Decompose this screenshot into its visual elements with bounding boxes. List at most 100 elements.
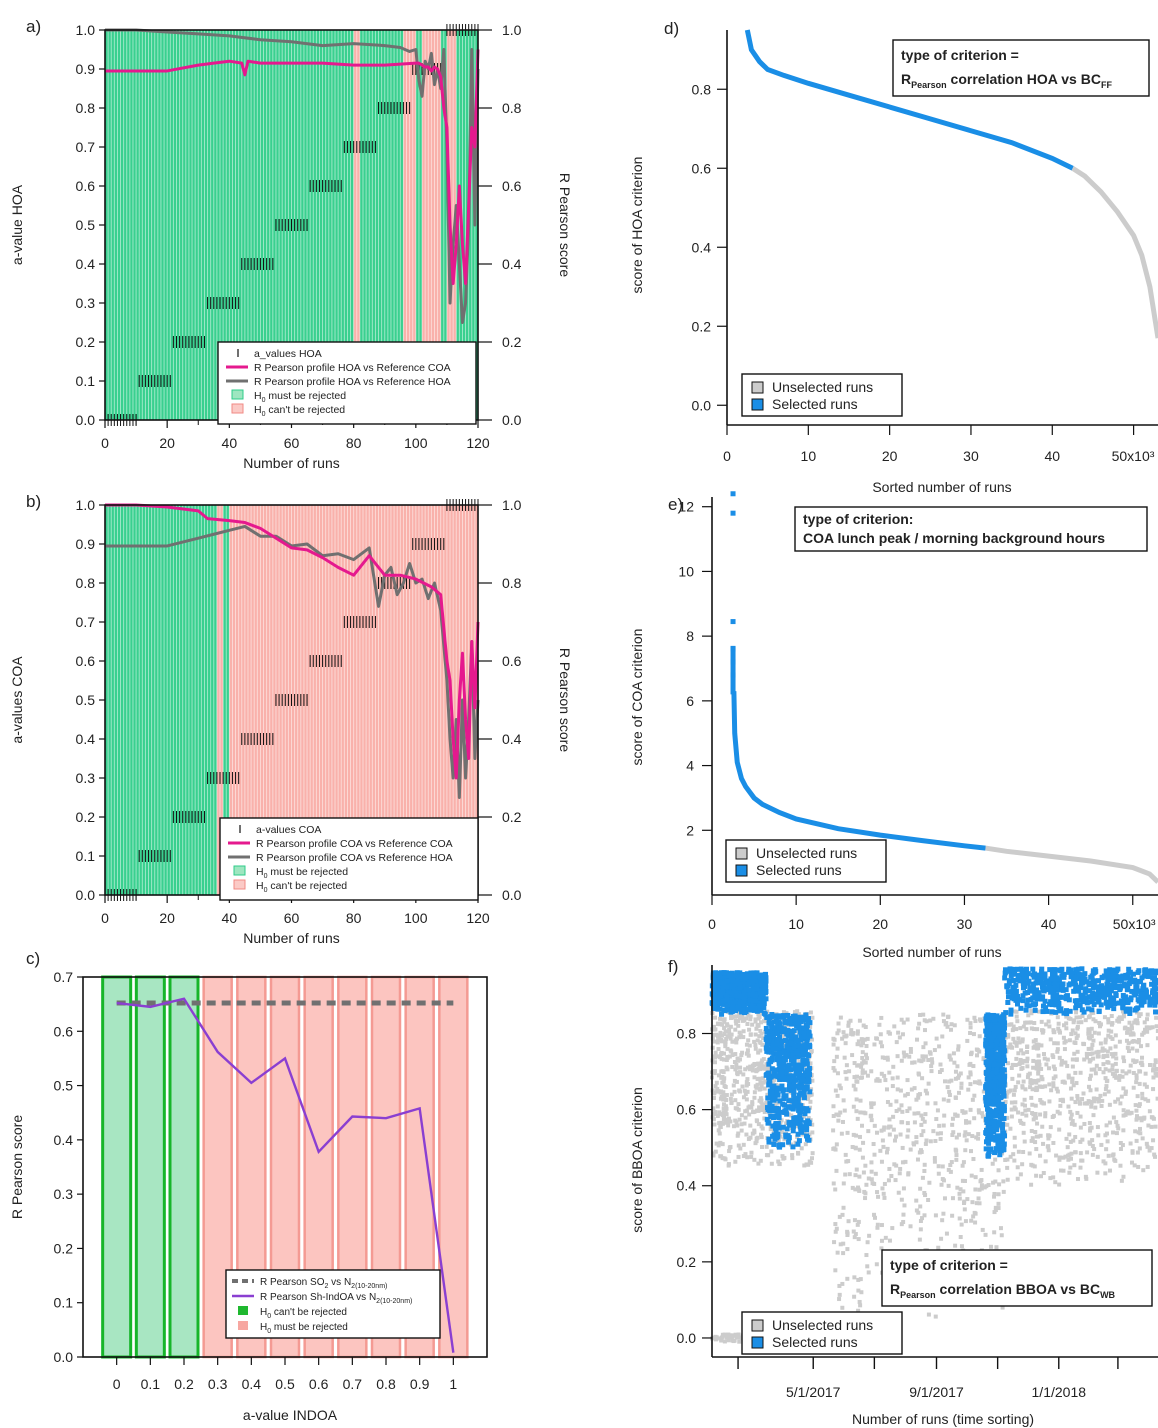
unselected-run-point [853,1173,858,1178]
unselected-run-point [712,1054,717,1059]
unselected-run-point [741,1035,746,1040]
unselected-run-point [1065,1064,1070,1069]
selected-run-point [740,1007,746,1013]
unselected-run-point [1023,1087,1028,1092]
unselected-run-point [741,1142,746,1147]
unselected-run-point [854,1074,859,1079]
unselected-run-point [713,1337,718,1342]
selected-run-point [1000,1014,1006,1020]
series-line [105,503,480,780]
selected-run-point [1060,987,1066,993]
unselected-run-point [754,1026,759,1031]
unselected-run-point [720,1334,725,1339]
unselected-run-point [1121,1086,1126,1091]
unselected-run-point [926,1081,931,1086]
unselected-run-point [930,1060,935,1065]
unselected-run-point [733,1018,738,1023]
x-tick-label: 0 [113,1376,121,1392]
unselected-run-point [856,1185,861,1190]
selected-run-point [796,1014,802,1020]
unselected-run-point [1039,1043,1044,1048]
unselected-run-point [959,1085,964,1090]
unselected-run-point [943,1022,948,1027]
unselected-run-point [859,1043,864,1048]
unselected-run-point [1144,1141,1149,1146]
unselected-run-point [1031,1112,1036,1117]
selected-run-point [1153,999,1158,1005]
unselected-run-point [969,1052,974,1057]
selected-run-point [776,1054,782,1060]
unselected-run-point [869,1177,874,1182]
unselected-run-point [949,1027,954,1032]
unselected-run-point [768,1127,773,1132]
unselected-run-point [874,1078,879,1083]
selected-run-point [777,1042,783,1048]
unselected-run-point [757,1034,762,1039]
unselected-run-point [733,1332,738,1337]
selected-run-point [746,979,752,985]
unselected-run-point [947,1053,952,1058]
unselected-run-point [752,1157,757,1162]
unselected-run-point [1095,1125,1100,1130]
unselected-run-point [1116,1126,1121,1131]
unselected-run-point [979,1167,984,1172]
unselected-run-point [918,1186,923,1191]
unselected-run-point [1121,1174,1126,1179]
selected-run-point [769,1089,775,1095]
unselected-run-point [1101,1159,1106,1164]
unselected-run-point [757,1076,762,1081]
unselected-run-point [1069,1096,1074,1101]
unselected-run-point [809,1050,814,1055]
panel-f: 0.00.20.40.60.85/1/2017 9/1/2017 1/1/2018N… [629,957,1158,1427]
unselected-run-point [837,1283,842,1288]
unselected-run-point [968,1082,973,1087]
selected-run-point [790,1144,796,1150]
selected-run-point [784,1044,790,1050]
selected-run-point [742,979,748,985]
unselected-run-point [923,1193,928,1198]
selected-run-point [984,1071,990,1077]
selected-run-point [996,1030,1002,1036]
unselected-run-point [760,1058,765,1063]
unselected-run-point [899,1197,904,1202]
unselected-run-point [750,1100,755,1105]
unselected-run-point [857,1147,862,1152]
unselected-run-point [957,1191,962,1196]
selected-run-point [783,1051,789,1057]
unselected-run-point [1071,1083,1076,1088]
unselected-run-point [807,1132,812,1137]
unselected-run-point [892,1138,897,1143]
unselected-run-point [850,1053,855,1058]
unselected-run-point [715,1114,720,1119]
unselected-run-point [907,1106,912,1111]
unselected-run-point [808,1099,813,1104]
unselected-run-point [897,1171,902,1176]
unselected-run-point [950,1116,955,1121]
unselected-run-point [755,1082,760,1087]
unselected-run-point [981,1056,986,1061]
unselected-run-point [924,1138,929,1143]
unselected-run-point [1131,1085,1136,1090]
selected-run-point [798,1031,804,1037]
unselected-run-point [802,1163,807,1168]
selected-run-point [1015,977,1021,983]
unselected-run-point [1055,1041,1060,1046]
selected-run-point [775,1134,781,1140]
unselected-run-point [831,1042,836,1047]
unselected-run-point [1053,1180,1058,1185]
unselected-run-point [974,1201,979,1206]
x-axis-label: Number of runs [243,930,339,946]
selected-run-point [739,973,745,979]
x-tick-label: 120 [466,910,490,926]
unselected-run-point [1036,1042,1041,1047]
unselected-run-point [996,1201,1001,1206]
unselected-run-point [843,1172,848,1177]
selected-run-point [991,1046,997,1052]
unselected-run-point [912,1111,917,1116]
selected-run-point [1069,971,1075,977]
unselected-run-point [840,1281,845,1286]
unselected-run-point [915,1037,920,1042]
selected-run-point [993,1069,999,1075]
unselected-run-point [1057,1127,1062,1132]
unselected-run-point [831,1036,836,1041]
